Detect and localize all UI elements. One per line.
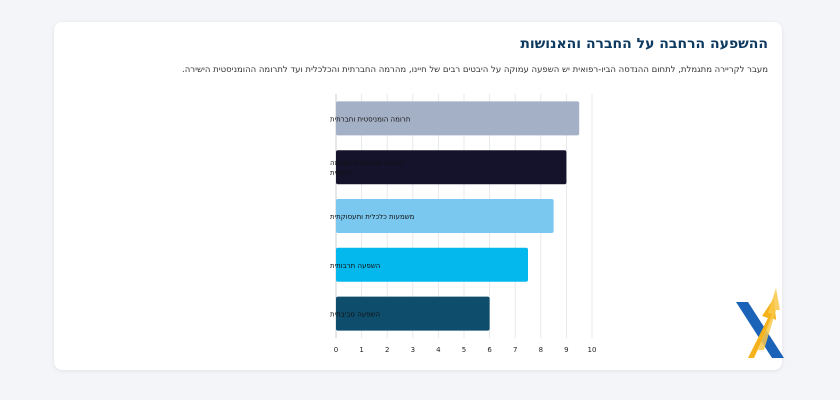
category-label: השפעה תרבותית: [330, 262, 380, 270]
bar: [336, 296, 490, 331]
x-tick-label: 3: [411, 346, 415, 354]
category-label: משמעות כלכלית ותעסוקתית: [330, 213, 415, 221]
x-tick-label: 1: [359, 346, 363, 354]
bar: [336, 150, 567, 185]
bar: [336, 247, 528, 282]
category-label: לאומית: [330, 169, 352, 177]
chart-description: מעבר לקריירה מתגמלת, לתחום ההנדסה הביו-ר…: [182, 65, 768, 75]
chart-title: ההשפעה הרחבה על החברה והאנושות: [520, 36, 768, 52]
category-label: תרומה הומניסטית וחברתית: [330, 115, 410, 123]
x-tick-label: 6: [487, 346, 492, 354]
x-tick-label: 10: [588, 346, 597, 354]
x-tick-label: 7: [513, 346, 517, 354]
logo-stroke-blue: [736, 302, 784, 358]
category-label: קידמה טכנולוגית ועוצמה: [330, 159, 404, 167]
category-label: השפעה סביבתית: [330, 311, 380, 319]
x-tick-label: 2: [385, 346, 389, 354]
bar: [336, 101, 580, 136]
x-tick-label: 0: [334, 346, 338, 354]
brand-logo-icon: [736, 288, 784, 358]
x-tick-label: 8: [539, 346, 543, 354]
bar: [336, 199, 554, 233]
logo-arrow: [758, 288, 780, 350]
x-tick-label: 9: [564, 346, 568, 354]
x-tick-label: 4: [436, 346, 441, 354]
logo-stroke-gold: [736, 298, 776, 358]
x-tick-label: 5: [462, 346, 466, 354]
